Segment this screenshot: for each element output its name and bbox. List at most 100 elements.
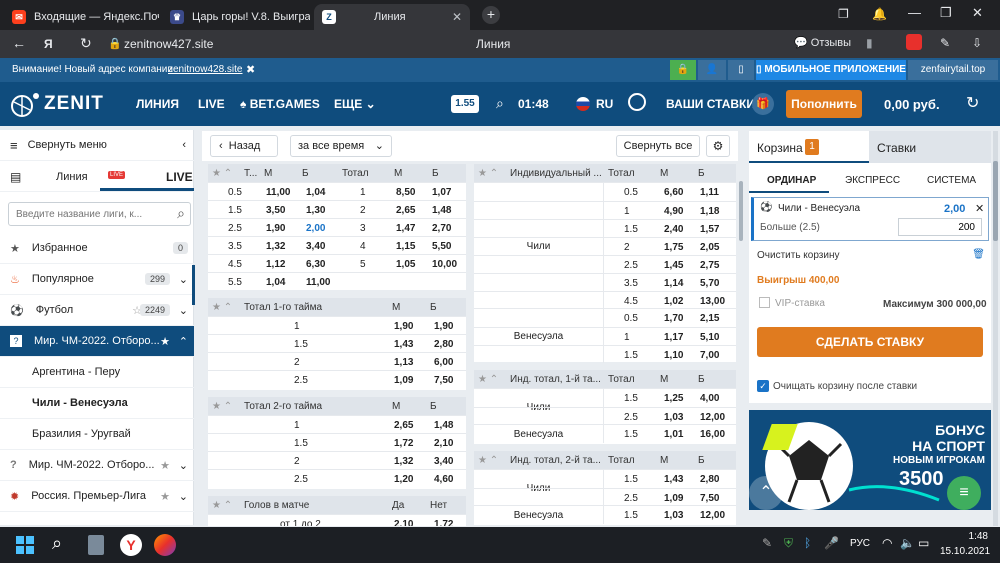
user-button[interactable]: 👤 [698, 60, 726, 80]
odd-cell[interactable]: 1,45 [664, 259, 684, 271]
star-outline-icon[interactable]: ★ ⌃ [478, 454, 499, 466]
odd-cell[interactable]: 11,00 [266, 186, 291, 198]
pen-icon[interactable]: ✎ [762, 536, 773, 550]
odds-format-button[interactable]: 1.55 [451, 95, 479, 113]
bookmark-icon[interactable]: ▮ [866, 36, 873, 50]
bet-type-single[interactable]: ОРДИНАР [767, 175, 817, 186]
bet-type-express[interactable]: ЭКСПРЕСС [845, 175, 901, 186]
logo-text[interactable]: ZENIT [44, 93, 104, 114]
download-icon[interactable]: ⇩ [972, 36, 983, 50]
sidebar-item-russia-pl[interactable]: ✹ Россия. Премьер-Лига ★ ⌄ [0, 481, 194, 512]
odd-cell[interactable]: 1,17 [664, 331, 684, 343]
odd-cell[interactable]: 16,00 [700, 428, 726, 440]
search-icon[interactable]: ⌕ [52, 533, 63, 553]
windows-start-icon[interactable] [16, 536, 34, 554]
star-outline-icon[interactable]: ★ ⌃ [478, 167, 499, 179]
gift-box-icon[interactable]: 🎁 [752, 93, 774, 115]
odd-cell[interactable]: 4,90 [664, 205, 684, 217]
gift-icon[interactable] [906, 34, 922, 50]
stake-input[interactable] [898, 218, 982, 236]
remove-bet-icon[interactable]: ✕ [975, 203, 985, 215]
odd-cell[interactable]: 1,07 [432, 186, 452, 198]
odd-cell[interactable]: 1,04 [266, 276, 286, 288]
sidebar-item-match[interactable]: Бразилия - Уругвай [0, 419, 194, 450]
place-bet-button[interactable]: СДЕЛАТЬ СТАВКУ [757, 327, 983, 357]
odd-cell[interactable]: 2,10 [434, 437, 454, 449]
odd-cell[interactable]: 8,50 [396, 186, 416, 198]
chat-button[interactable]: ≡ [947, 476, 981, 510]
maximize-icon[interactable]: ❐ [940, 5, 952, 20]
odd-cell[interactable]: 1,12 [266, 258, 286, 270]
odd-cell[interactable]: 4,00 [700, 392, 720, 404]
star-outline-icon[interactable]: ★ ⌃ [212, 499, 233, 511]
reload-icon[interactable]: ↻ [80, 35, 92, 51]
close-window-icon[interactable]: ✕ [972, 5, 983, 20]
star-outline-icon[interactable]: ★ ⌃ [212, 400, 233, 412]
star-outline-icon[interactable]: ★ ⌃ [212, 167, 233, 179]
tab-live[interactable]: LIVE [166, 170, 193, 184]
odd-cell[interactable]: 1,15 [396, 240, 416, 252]
odd-cell[interactable]: 2,10 [394, 518, 414, 527]
odd-cell[interactable]: 1,72 [394, 437, 414, 449]
odd-cell[interactable]: 2,15 [700, 312, 720, 324]
star-outline-icon[interactable]: ★ [160, 459, 170, 472]
sidebar-item-football[interactable]: ⚽ Футбол ☆ 2249 ⌄ [0, 295, 194, 326]
odd-cell[interactable]: 1,03 [664, 509, 684, 521]
collapse-all-button[interactable]: Свернуть все [616, 135, 700, 157]
odd-cell[interactable]: 5,70 [700, 277, 720, 289]
search-icon[interactable]: ⌕ [496, 95, 504, 111]
odd-cell[interactable]: 5,10 [700, 331, 720, 343]
odd-cell[interactable]: 1,25 [664, 392, 684, 404]
calculator-icon[interactable] [88, 535, 104, 555]
odd-cell[interactable]: 6,60 [664, 186, 684, 198]
mobile-app-button[interactable]: ▯ МОБИЛЬНОЕ ПРИЛОЖЕНИЕ [756, 60, 906, 80]
odd-cell[interactable]: 1,09 [664, 492, 684, 504]
odd-cell[interactable]: 1,90 [394, 320, 414, 332]
clear-after-checkbox[interactable]: ✓ [757, 380, 769, 392]
clock-date[interactable]: 15.10.2021 [940, 546, 991, 557]
clear-cart-button[interactable]: Очистить корзину 🗑 [757, 249, 985, 261]
collapse-menu-button[interactable]: ≡ Свернуть меню ‹ [0, 130, 194, 161]
odd-cell[interactable]: 1,18 [700, 205, 720, 217]
odd-cell[interactable]: 2,65 [396, 204, 416, 216]
mirror-link[interactable]: zenfairytail.top [908, 60, 998, 80]
odd-cell[interactable]: 2,40 [664, 223, 684, 235]
nav-more[interactable]: ЕЩЕ ⌄ [334, 97, 376, 111]
tab-line[interactable]: Линия [56, 171, 88, 183]
new-address-link[interactable]: zenitnow428.site [168, 64, 243, 75]
period-select[interactable]: за все время ⌄ [290, 135, 392, 157]
odd-cell[interactable]: 1,20 [394, 473, 414, 485]
sidebar-scrollbar[interactable] [192, 265, 195, 305]
extensions-icon[interactable]: ✎ [940, 36, 951, 50]
odd-cell[interactable]: 3,40 [434, 455, 454, 467]
lock-button[interactable]: 🔒 [670, 60, 696, 80]
refresh-icon[interactable]: ↻ [966, 95, 980, 112]
odd-cell[interactable]: 12,00 [700, 509, 726, 521]
odd-cell[interactable]: 3,50 [266, 204, 286, 216]
odd-cell[interactable]: 2,75 [700, 259, 720, 271]
settings-gear-icon[interactable]: ⚙ [706, 135, 730, 157]
odd-cell[interactable]: 1,48 [432, 204, 452, 216]
sidebar-item-match[interactable]: Аргентина - Перу [0, 357, 194, 388]
scroll-up-button[interactable]: ⌃ [749, 476, 783, 510]
vip-checkbox[interactable] [759, 297, 770, 308]
odd-cell[interactable]: 1,09 [394, 374, 414, 386]
firefox-icon[interactable] [154, 534, 176, 556]
browser-tab-line[interactable]: Z Линия ✕ [314, 4, 470, 30]
tab-cart[interactable]: Корзина 1 [749, 131, 869, 163]
odd-cell[interactable]: 2,00 [306, 222, 326, 234]
star-outline-icon[interactable]: ★ [160, 490, 170, 503]
star-outline-icon[interactable]: ☆ [132, 304, 142, 317]
odd-cell[interactable]: 1,43 [394, 338, 414, 350]
content-scrollbar[interactable] [739, 181, 743, 241]
minimize-icon[interactable]: — [908, 5, 921, 20]
browser-tab-mail[interactable]: ✉ Входящие — Яндекс.Почта [4, 4, 159, 30]
notification-icon[interactable]: 🔔 [872, 7, 887, 21]
wifi-icon[interactable]: ◠ [882, 536, 893, 550]
sidebar-item-match-active[interactable]: Чили - Венесуэла [0, 388, 194, 419]
bet-type-system[interactable]: СИСТЕМА [927, 175, 977, 186]
odd-cell[interactable]: 1,30 [306, 204, 326, 216]
odd-cell[interactable]: 1,48 [434, 419, 454, 431]
odd-cell[interactable]: 1,90 [434, 320, 454, 332]
odd-cell[interactable]: 1,90 [266, 222, 286, 234]
